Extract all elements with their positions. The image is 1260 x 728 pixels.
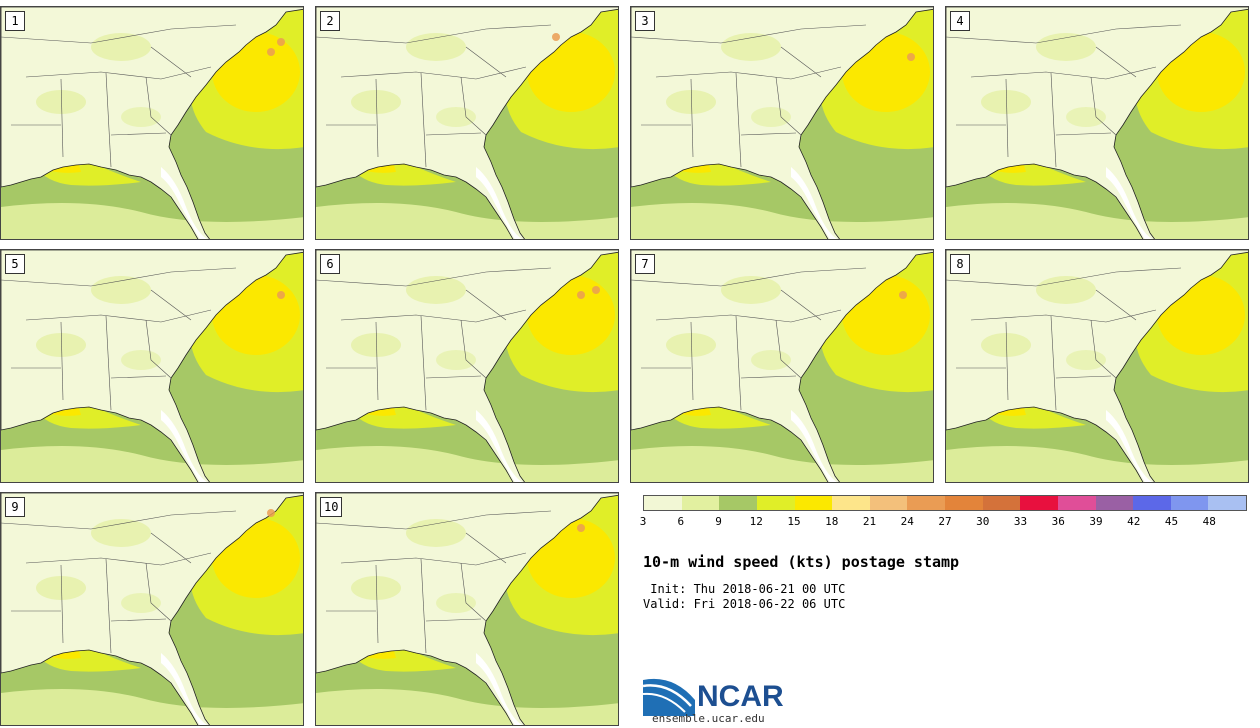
colorbar-tick-label: 48 bbox=[1202, 515, 1216, 528]
member-panel: 9 bbox=[0, 492, 304, 726]
colorbar-tick-label: 3 bbox=[639, 515, 647, 528]
colorbar-swatch bbox=[1020, 496, 1058, 510]
chart-title: 10-m wind speed (kts) postage stamp bbox=[643, 553, 960, 571]
wind-map bbox=[946, 250, 1248, 482]
colorbar-swatch bbox=[1208, 496, 1246, 510]
colorbar-tick-label: 15 bbox=[787, 515, 801, 528]
member-number: 7 bbox=[635, 254, 655, 274]
logo-url: ensemble.ucar.edu bbox=[652, 712, 765, 725]
colorbar-swatch bbox=[832, 496, 870, 510]
colorbar-tick-label: 6 bbox=[677, 515, 685, 528]
wind-map bbox=[316, 7, 618, 239]
member-number: 9 bbox=[5, 497, 25, 517]
init-time: Init: Thu 2018-06-21 00 UTC bbox=[643, 582, 846, 596]
colorbar-tick-label: 33 bbox=[1013, 515, 1028, 528]
wind-map bbox=[1, 250, 303, 482]
colorbar-tick-label: 12 bbox=[749, 515, 763, 528]
member-panel: 6 bbox=[315, 249, 619, 483]
member-number: 2 bbox=[320, 11, 340, 31]
wind-map bbox=[316, 493, 618, 725]
colorbar-tick-label: 36 bbox=[1051, 515, 1065, 528]
colorbar-tick-label: 21 bbox=[862, 515, 877, 528]
member-panel: 7 bbox=[630, 249, 934, 483]
colorbar-swatch bbox=[681, 496, 720, 510]
member-number: 10 bbox=[320, 497, 343, 517]
wind-map bbox=[1, 493, 303, 725]
colorbar-tick-label: 27 bbox=[938, 515, 952, 528]
colorbar-swatch bbox=[945, 496, 983, 510]
colorbar-labels: 3 6 9 12 15 18 21 24 27 30 33 36 39 42 45 48 bbox=[639, 515, 1247, 529]
colorbar-swatch bbox=[907, 496, 945, 510]
member-panel: 4 bbox=[945, 6, 1249, 240]
member-panel: 2 bbox=[315, 6, 619, 240]
colorbar-swatch bbox=[794, 496, 833, 510]
colorbar-tick-label: 39 bbox=[1089, 515, 1103, 528]
colorbar-tick-label: 24 bbox=[900, 515, 914, 528]
logo-wordmark: NCAR bbox=[697, 680, 784, 713]
colorbar-swatch bbox=[1133, 496, 1171, 510]
colorbar-swatch bbox=[1095, 496, 1134, 510]
colorbar-tick-label: 30 bbox=[976, 515, 990, 528]
colorbar-swatch bbox=[719, 496, 757, 510]
colorbar-tick-label: 42 bbox=[1127, 515, 1141, 528]
colorbar bbox=[643, 495, 1247, 511]
colorbar-swatch bbox=[869, 496, 908, 510]
member-number: 3 bbox=[635, 11, 655, 31]
member-number: 6 bbox=[320, 254, 340, 274]
member-number: 5 bbox=[5, 254, 25, 274]
wind-map bbox=[631, 7, 933, 239]
colorbar-swatch bbox=[756, 496, 795, 510]
colorbar-tick-label: 18 bbox=[825, 515, 839, 528]
colorbar-tick-label: 45 bbox=[1164, 515, 1179, 528]
member-panel: 1 bbox=[0, 6, 304, 240]
valid-time: Valid: Fri 2018-06-22 06 UTC bbox=[643, 597, 846, 611]
member-number: 1 bbox=[5, 11, 25, 31]
colorbar-swatch bbox=[982, 496, 1021, 510]
member-panel: 8 bbox=[945, 249, 1249, 483]
ncar-logo-icon bbox=[643, 678, 695, 716]
wind-map bbox=[1, 7, 303, 239]
member-number: 4 bbox=[950, 11, 970, 31]
member-panel: 3 bbox=[630, 6, 934, 240]
wind-map bbox=[316, 250, 618, 482]
member-number: 8 bbox=[950, 254, 970, 274]
member-panel: 5 bbox=[0, 249, 304, 483]
colorbar-swatch bbox=[1170, 496, 1209, 510]
wind-map bbox=[631, 250, 933, 482]
colorbar-tick-label: 9 bbox=[715, 515, 722, 528]
wind-map bbox=[946, 7, 1248, 239]
member-panel: 10 bbox=[315, 492, 619, 726]
colorbar-swatch bbox=[1057, 496, 1096, 510]
colorbar-swatch bbox=[644, 496, 682, 510]
